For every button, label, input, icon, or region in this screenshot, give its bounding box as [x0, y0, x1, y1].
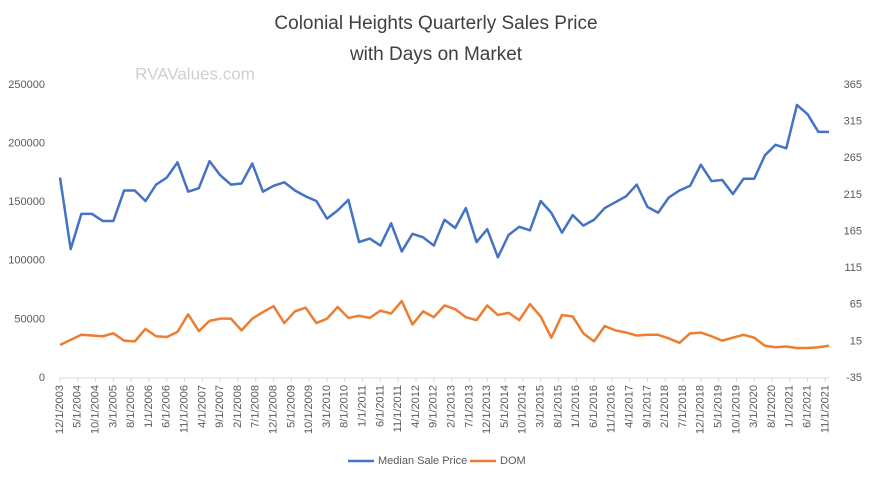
y2-tick-label: 365 — [844, 79, 862, 91]
x-tick-label: 7/1/2018 — [677, 385, 689, 428]
x-tick-label: 11/1/2006 — [179, 385, 191, 433]
x-tick-label: 2/1/2018 — [659, 385, 671, 428]
y2-tick-label: 65 — [850, 299, 862, 311]
y-tick-label: 150000 — [8, 196, 45, 208]
series-line — [59, 299, 830, 350]
x-tick-label: 4/1/2012 — [410, 385, 422, 428]
x-tick-label: 8/1/2015 — [552, 385, 564, 428]
x-tick-label: 10/1/2009 — [303, 385, 315, 434]
y-tick-label: 0 — [39, 372, 45, 384]
x-tick-label: 1/1/2006 — [143, 385, 155, 428]
x-tick-label: 5/1/2009 — [285, 385, 297, 428]
x-tick-label: 7/1/2008 — [250, 385, 262, 428]
legend-label: Median Sale Price — [378, 455, 467, 467]
x-tick-label: 1/1/2011 — [357, 385, 369, 427]
x-tick-label: 11/1/2011 — [392, 385, 404, 432]
x-tick-label: 9/1/2007 — [214, 385, 226, 428]
x-tick-label: 2/1/2008 — [232, 385, 244, 428]
x-tick-label: 8/1/2010 — [339, 385, 351, 428]
x-tick-label: 3/1/2020 — [748, 385, 760, 428]
y-tick-label: 200000 — [8, 138, 45, 150]
y2-tick-label: 15 — [850, 335, 862, 347]
y-tick-label: 50000 — [14, 313, 45, 325]
x-tick-label: 3/1/2015 — [535, 385, 547, 428]
legend-label: DOM — [500, 455, 526, 467]
y2-tick-label: 215 — [844, 189, 862, 201]
x-tick-label: 2/1/2013 — [446, 385, 458, 428]
y2-tick-label: 115 — [844, 262, 862, 274]
y2-tick-label: 315 — [844, 116, 862, 128]
x-tick-label: 6/1/2016 — [588, 385, 600, 428]
series-line — [58, 103, 829, 259]
x-tick-label: 11/1/2016 — [606, 385, 618, 433]
x-tick-label: 5/1/2019 — [713, 385, 725, 428]
x-tick-label: 6/1/2006 — [161, 385, 173, 428]
x-tick-label: 3/1/2010 — [321, 385, 333, 428]
x-tick-label: 5/1/2014 — [499, 385, 511, 428]
watermark: RVAValues.com — [135, 64, 255, 83]
x-tick-label: 12/1/2003 — [54, 385, 66, 434]
chart-title: Colonial Heights Quarterly Sales Price — [274, 13, 597, 34]
x-tick-label: 4/1/2017 — [624, 385, 636, 428]
x-tick-label: 9/1/2017 — [641, 385, 653, 428]
x-tick-label: 12/1/2013 — [481, 385, 493, 434]
x-tick-label: 12/1/2018 — [695, 385, 707, 434]
x-tick-label: 9/1/2012 — [428, 385, 440, 428]
x-tick-label: 12/1/2008 — [268, 385, 280, 434]
x-tick-label: 11/1/2021 — [819, 385, 831, 433]
x-tick-label: 10/1/2004 — [90, 385, 102, 434]
x-tick-label: 6/1/2011 — [374, 385, 386, 427]
y-tick-label: 100000 — [8, 255, 45, 267]
x-tick-label: 6/1/2021 — [802, 385, 814, 428]
x-tick-label: 10/1/2019 — [730, 385, 742, 434]
y2-tick-label: 265 — [844, 152, 862, 164]
x-tick-label: 7/1/2013 — [463, 385, 475, 428]
x-tick-label: 1/1/2021 — [784, 385, 796, 428]
x-tick-label: 4/1/2007 — [196, 385, 208, 428]
chart-subtitle: with Days on Market — [349, 44, 523, 65]
y2-tick-label: 165 — [844, 225, 862, 237]
x-tick-label: 5/1/2004 — [72, 385, 84, 428]
y2-tick-label: -35 — [846, 372, 862, 384]
x-tick-label: 8/1/2020 — [766, 385, 778, 428]
x-tick-label: 10/1/2014 — [517, 385, 529, 434]
x-tick-label: 3/1/2005 — [107, 385, 119, 428]
x-tick-label: 1/1/2016 — [570, 385, 582, 428]
y-tick-label: 250000 — [8, 79, 45, 91]
x-tick-label: 8/1/2005 — [125, 385, 137, 428]
